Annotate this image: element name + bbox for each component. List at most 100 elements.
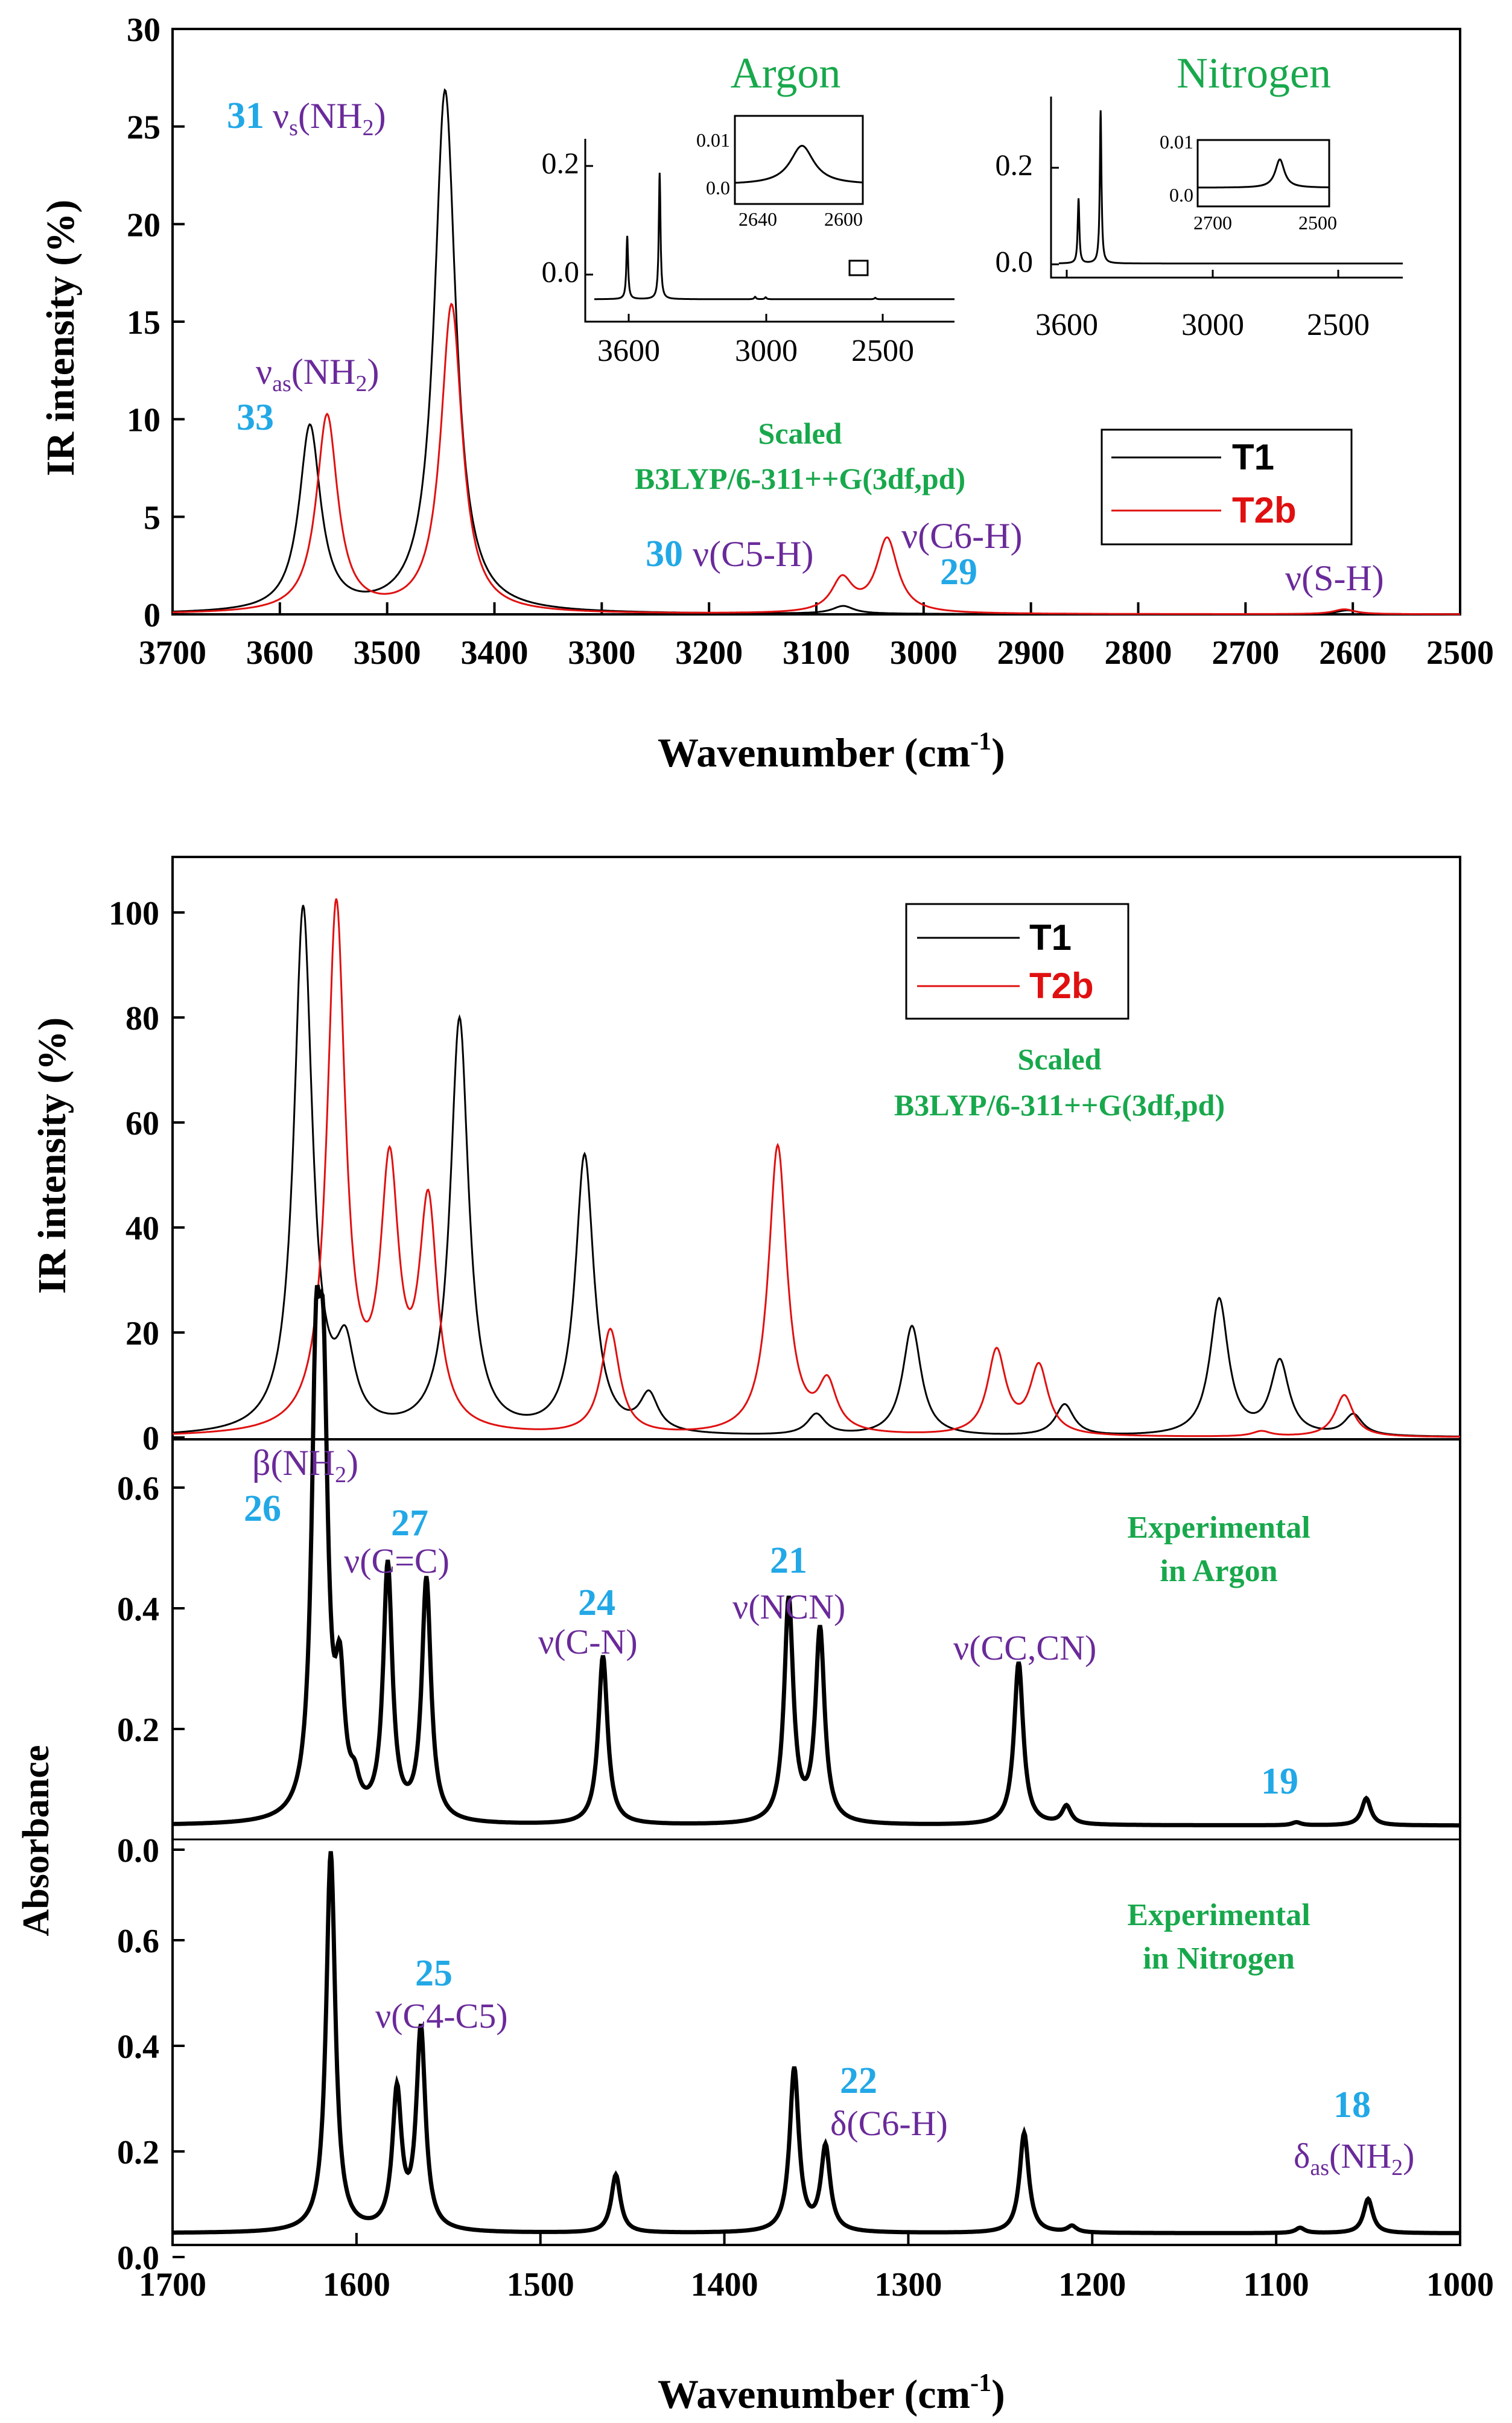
bottom-xtick-label-1600: 1600 [323, 2266, 390, 2304]
bottom-xtick-label-1300: 1300 [874, 2266, 942, 2304]
top-calculated-spectrum-panel: 3700 3600 3500 3400 3300 3200 3100 3000 2900 2800… [39, 11, 1494, 775]
top-xtick-label-3000: 3000 [890, 634, 958, 672]
inset-nitrogen-frame [1050, 97, 1403, 279]
inset-argon-zoom-ytick-0.0: 0.0 [706, 177, 730, 199]
annotation-22: 22 [840, 2060, 877, 2101]
experimental-argon-line1: Experimental [1127, 1511, 1310, 1545]
argon-ytick-label-0.0: 0.0 [117, 1832, 159, 1870]
bottom-xtick-label-1500: 1500 [507, 2266, 574, 2304]
bottom-xtick-label-1400: 1400 [691, 2266, 758, 2304]
experimental-argon-line2: in Argon [1160, 1554, 1277, 1588]
top-ytick-label-30: 30 [127, 11, 160, 49]
inset-argon-spectrum [594, 173, 955, 301]
calc-ytick-label-100: 100 [109, 895, 159, 932]
annotation-30-nu-c5h: 30 ν(C5-H) [646, 533, 813, 575]
top-xtick-label-3700: 3700 [139, 634, 206, 672]
top-legend-label-t1: T1 [1232, 437, 1274, 477]
bottom-legend-box [905, 903, 1129, 1020]
bottom-legend: T1 T2b [905, 903, 1129, 1020]
inset-argon-zoom-xtick-2600: 2600 [824, 208, 863, 230]
inset-nitrogen-zoom-frame [1196, 139, 1330, 208]
calc-series-t1 [172, 905, 1460, 1438]
bottom-method-line2: B3LYP/6-311++G(3df,pd) [894, 1088, 1225, 1122]
top-method-line2: B3LYP/6-311++G(3df,pd) [635, 462, 965, 495]
top-xtick-label-3500: 3500 [354, 634, 421, 672]
bottom-legend-label-t1: T1 [1029, 917, 1072, 958]
top-legend-label-t2b: T2b [1232, 490, 1297, 530]
inset-argon-ticks [585, 165, 884, 322]
top-ytick-label-15: 15 [127, 304, 160, 342]
top-method-line1: Scaled [758, 416, 842, 450]
annotation-nu-c4c5: ν(C4-C5) [375, 1996, 508, 2036]
inset-argon-xtick-3600: 3600 [597, 334, 660, 368]
argon-spectrum [173, 1284, 1460, 1828]
inset-argon-xtick-2500: 2500 [851, 334, 914, 368]
annotation-26: 26 [244, 1488, 281, 1529]
top-xtick-label-3300: 3300 [568, 634, 635, 672]
inset-argon-xtick-3000: 3000 [735, 334, 798, 368]
inset-nitrogen-xtick-3600: 3600 [1035, 308, 1098, 342]
annotation-21: 21 [770, 1540, 807, 1581]
inset-nitrogen-ticks [1051, 167, 1339, 278]
annotation-27: 27 [391, 1503, 428, 1544]
annotation-nu-cc-double: ν(C=C) [344, 1541, 449, 1581]
annotation-nu-ncn: ν(NCN) [732, 1587, 845, 1626]
inset-argon-title: Argon [731, 49, 841, 97]
annotation-33: 33 [237, 397, 274, 438]
bottom-xtick-label-1100: 1100 [1244, 2266, 1309, 2304]
top-ytick-label-0: 0 [144, 597, 160, 634]
annotation-nu-cc-cn: ν(CC,CN) [953, 1628, 1096, 1667]
inset-argon-zoom-xtick-2640: 2640 [739, 208, 777, 230]
top-ytick-label-25: 25 [127, 109, 160, 147]
bottom-axis-ticks: 0 20 40 60 80 100 0.0 0.2 0.4 0.6 0.0 0.2 0.4 0.6 1700… [109, 895, 1494, 2304]
nitrogen-ytick-label-0.2: 0.2 [117, 2134, 159, 2171]
inset-argon-ytick-0.2: 0.2 [542, 146, 580, 180]
inset-argon-frame [584, 139, 955, 323]
calc-ytick-label-80: 80 [125, 1000, 159, 1037]
bottom-plot-frame [171, 856, 1461, 2246]
top-series-t2b [173, 302, 1460, 616]
calc-ytick-label-40: 40 [125, 1210, 159, 1247]
annotation-nu-sh: ν(S-H) [1285, 558, 1384, 598]
annotation-31-nu-s-nh2: 31 νs(NH2) [227, 95, 386, 141]
inset-nitrogen-title: Nitrogen [1177, 49, 1331, 97]
top-xtick-label-2800: 2800 [1105, 634, 1172, 672]
annotation-nu-c6h: ν(C6-H) [901, 516, 1022, 556]
inset-argon-zoom-ytick-0.01: 0.01 [696, 129, 730, 151]
top-y-axis-label: IR intensity (%) [39, 200, 83, 476]
inset-argon-zoom-box-marker [848, 259, 869, 276]
inset-nitrogen-ytick-0.2: 0.2 [996, 148, 1034, 182]
inset-nitrogen-zoom-ytick-0.0: 0.0 [1169, 184, 1193, 206]
top-xtick-label-2500: 2500 [1426, 634, 1494, 672]
inset-nitrogen-xtick-3000: 3000 [1181, 308, 1244, 342]
inset-argon-zoom-spectrum [734, 145, 863, 184]
bottom-absorbance-y-axis-label: Absorbance [16, 1745, 57, 1937]
bottom-xtick-label-1700: 1700 [139, 2266, 206, 2304]
inset-argon-ytick-0.0: 0.0 [542, 255, 580, 288]
argon-ytick-label-0.6: 0.6 [117, 1470, 159, 1508]
top-axis-ticks: 3700 3600 3500 3400 3300 3200 3100 3000 2900 2800… [127, 11, 1494, 672]
nitrogen-spectrum [173, 1851, 1460, 2235]
bottom-fingerprint-panel: 0 20 40 60 80 100 0.0 0.2 0.4 0.6 0.0 0.2 0.4 0.6 1700… [16, 856, 1494, 2417]
bottom-curves [172, 898, 1460, 2235]
calc-ytick-label-20: 20 [125, 1315, 159, 1352]
top-xtick-label-3100: 3100 [783, 634, 850, 672]
inset-nitrogen-zoom-xtick-2700: 2700 [1193, 212, 1232, 234]
nitrogen-ytick-label-0.4: 0.4 [117, 2028, 159, 2066]
top-xtick-label-3600: 3600 [246, 634, 314, 672]
annotation-nu-cn: ν(C-N) [538, 1622, 638, 1661]
inset-nitrogen-zoom-xtick-2500: 2500 [1298, 212, 1337, 234]
top-curves [172, 88, 1460, 616]
experimental-nitrogen-line2: in Nitrogen [1143, 1941, 1295, 1976]
annotation-18: 18 [1333, 2084, 1371, 2125]
experimental-nitrogen-line1: Experimental [1127, 1898, 1310, 1932]
top-xtick-label-3200: 3200 [675, 634, 743, 672]
calc-ytick-label-60: 60 [125, 1105, 159, 1142]
annotation-delta-c6h: δ(C6-H) [830, 2104, 948, 2143]
argon-ytick-label-0.4: 0.4 [117, 1591, 159, 1628]
top-ytick-label-10: 10 [127, 402, 160, 439]
annotation-24: 24 [578, 1582, 615, 1623]
inset-nitrogen-zoom-spectrum [1198, 158, 1329, 189]
annotation-nu-as-nh2: νas(NH2) [256, 352, 379, 396]
top-ytick-label-20: 20 [127, 206, 160, 244]
